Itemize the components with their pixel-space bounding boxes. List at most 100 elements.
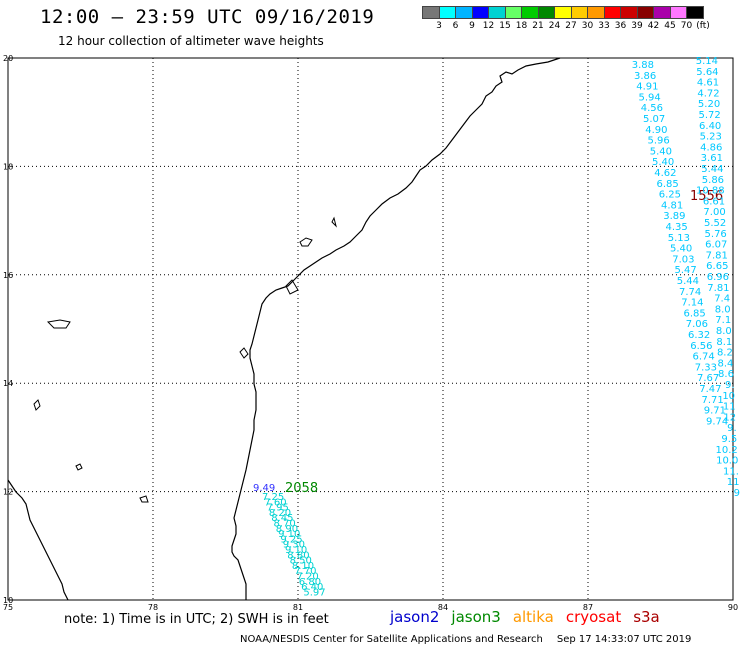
track2-wave-height: 11. [723,466,739,477]
color-scale-label: 45 [664,21,676,31]
track2-wave-height: 4.72 [697,88,719,99]
map-frame [7,57,734,601]
color-scale-label: 27 [565,21,577,31]
track3-wave-height: 6.80 [299,577,321,588]
track1-wave-height: 6.32 [688,330,710,341]
legend-item: jason3 [451,608,501,626]
axis-labels: 75 78 81 84 87 90 10 12 14 16 18 20 [3,54,738,612]
track2-wave-height: 5.44 [701,164,723,175]
track1-wave-height: 5.44 [677,276,699,287]
color-scale-label: 42 [647,21,660,31]
color-scale-cell [686,6,704,19]
track3-wave-height: 9.10 [285,545,307,556]
track2-wave-height: 8.0 [716,326,732,337]
track2-wave-height: 5.72 [698,110,720,121]
legend-item: altika [512,608,554,626]
track2-wave-height: 9. [725,380,735,391]
track3-wave-height: 8.70 [274,519,296,530]
color-scale-label: 9 [469,21,475,31]
track2-wave-height: 5.76 [705,229,727,240]
color-scale-label: 39 [631,21,643,31]
legend-item: s3a [633,608,660,626]
track2-wave-height: 8.6 [718,369,734,380]
track1-wave-height: 4.90 [645,125,667,136]
track1-wave-height: 9.74 [706,416,728,427]
track1-wave-height: 5.40 [670,244,692,255]
color-scale-bar [422,6,704,19]
island-6 [75,463,83,471]
lon-tick-label: 87 [583,603,593,612]
track1-wave-height: 6.56 [690,341,712,352]
track1-wave-height: 5.47 [674,265,696,276]
track2-wave-height: 10.2 [716,445,738,456]
color-scale-label: 18 [515,21,528,31]
track3-wave-height: 7.70 [294,566,316,577]
credit-line: NOAA/NESDIS Center for Satellite Applica… [240,634,691,645]
track2-wave-height: 6.40 [699,121,721,132]
track2-wave-height: 10.0 [716,456,738,467]
track2-wave-height: 7.81 [707,283,729,294]
track2-wave-height: 8.2 [717,348,733,359]
color-scale-label: 36 [614,21,627,31]
track1-wave-height: 5.94 [638,92,660,103]
island-5 [139,495,149,503]
track1-wave-height: 5.07 [643,114,665,125]
track3-wave-height: 9.30 [283,540,305,551]
track2-wave-height: 12 [723,412,736,423]
track2-wave-height: 7.81 [706,250,728,261]
track2-wave-height: 11 [723,402,736,413]
track1-wave-height: 4.81 [661,200,683,211]
track2-wave-height: 7.1 [715,315,731,326]
credit-text: NOAA/NESDIS Center for Satellite Applica… [240,634,543,645]
track2-wave-height: 5.52 [704,218,726,229]
color-scale-label: 70 [680,21,693,31]
track2-wave-height: 5.20 [698,99,720,110]
track2-wave-height: 7.4 [714,294,730,305]
color-scale-label: 33 [598,21,610,31]
track2-wave-height: 5.14 [696,56,718,67]
track3-wave-height: 5.97 [303,587,325,598]
track2-wave-height: 5.23 [700,132,722,143]
track1-wave-height: 5.40 [650,146,672,157]
island-4 [33,399,41,411]
track2-wave-height: 9 [734,488,740,499]
track1-wave-height: 5.40 [652,157,674,168]
island-2 [239,347,249,359]
satellite-legend: jason2 jason3 altika cryosat s3a [390,608,672,626]
track3-wave-height: 7.60 [264,497,286,508]
track1-wave-height: 6.85 [656,179,678,190]
track1-wave-height: 5.96 [647,136,669,147]
track1-wave-height: 6.85 [683,308,705,319]
track-id-label: 1556 [690,189,723,204]
color-scale-label: 21 [532,21,544,31]
track2-wave-height: 10.88 [696,186,725,197]
track1-wave-height: 3.86 [634,71,656,82]
legend-item: jason2 [390,608,440,626]
island-3 [299,237,313,247]
lon-tick-label: 84 [438,603,448,612]
footnote: note: 1) Time is in UTC; 2) SWH is in fe… [64,612,329,627]
lat-tick-label: 16 [3,271,13,280]
track2-wave-height: 8.0 [715,304,731,315]
color-scale-label: 30 [581,21,594,31]
island-8 [285,279,299,295]
track2-wave-height: 5.86 [702,175,724,186]
track1-wave-height: 5.13 [668,233,690,244]
coastline-west [7,479,69,601]
color-scale-label: 24 [548,21,561,31]
track3-wave-height: 7.25 [262,492,284,503]
track1-wave-height: 7.14 [681,298,703,309]
track1-wave-height: 7.03 [672,254,694,265]
track3-wave-height: 8.90 [276,524,298,535]
track1-wave-height: 7.47 [699,384,721,395]
track1-wave-height: 7.33 [695,362,717,373]
credit-timestamp: Sep 17 14:33:07 UTC 2019 [556,634,692,645]
chart-subtitle: 12 hour collection of altimeter wave hei… [58,34,324,48]
track2-wave-height: 5.64 [696,67,718,78]
track1-wave-height: 6.25 [659,190,681,201]
lon-tick-label: 78 [148,603,158,612]
lat-tick-label: 12 [3,488,13,497]
track1-wave-height: 3.89 [663,211,685,222]
track2-wave-height: 6.07 [705,240,727,251]
